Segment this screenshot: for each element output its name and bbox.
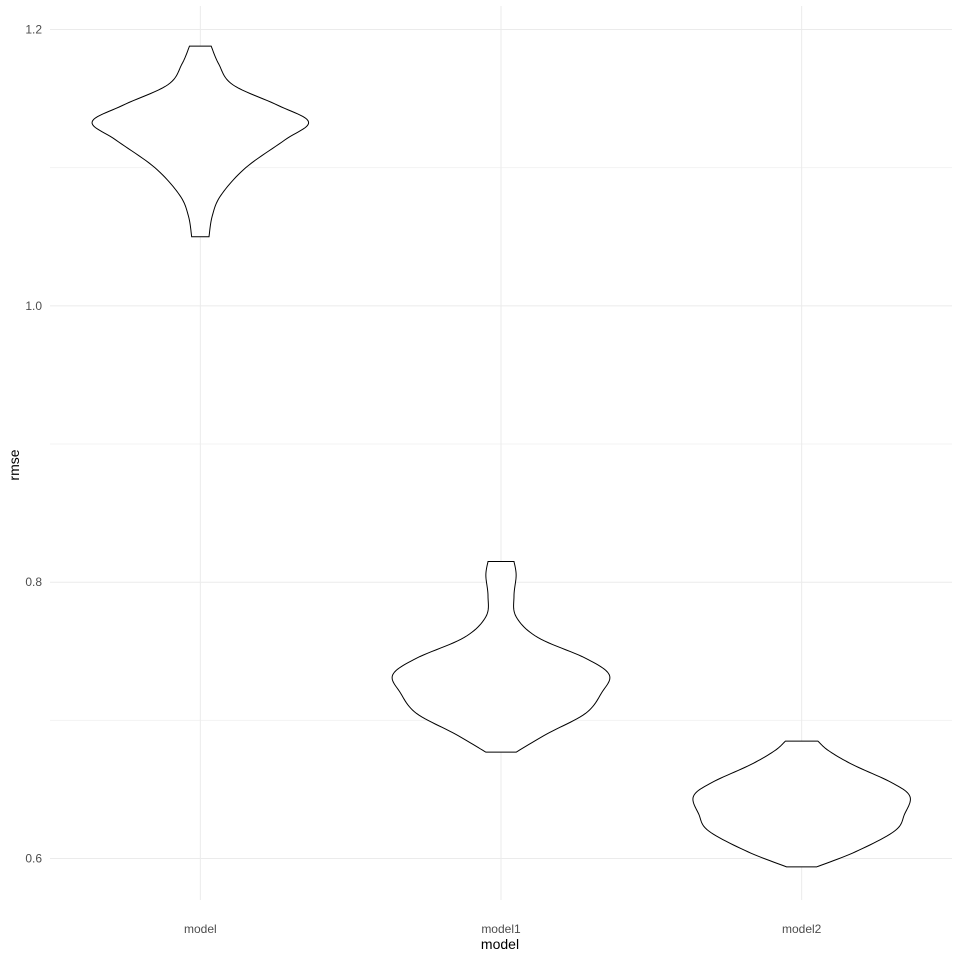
y-axis-title: rmse (6, 449, 22, 480)
violin-model (91, 45, 310, 238)
x-axis-title: model (481, 936, 519, 952)
y-axis-ticks: 0.6 0.8 1.0 1.2 (25, 22, 42, 865)
y-tick-label: 1.0 (25, 299, 42, 313)
y-tick-label: 1.2 (25, 22, 42, 36)
x-tick-label: model1 (481, 922, 521, 936)
y-tick-label: 0.8 (25, 575, 42, 589)
violins (91, 45, 911, 868)
x-axis-ticks: model model1 model2 (184, 922, 822, 936)
x-tick-label: model (184, 922, 217, 936)
y-tick-label: 0.6 (25, 852, 42, 866)
violin-model2 (692, 740, 911, 868)
violin-model1 (391, 560, 611, 753)
x-tick-label: model2 (782, 922, 822, 936)
